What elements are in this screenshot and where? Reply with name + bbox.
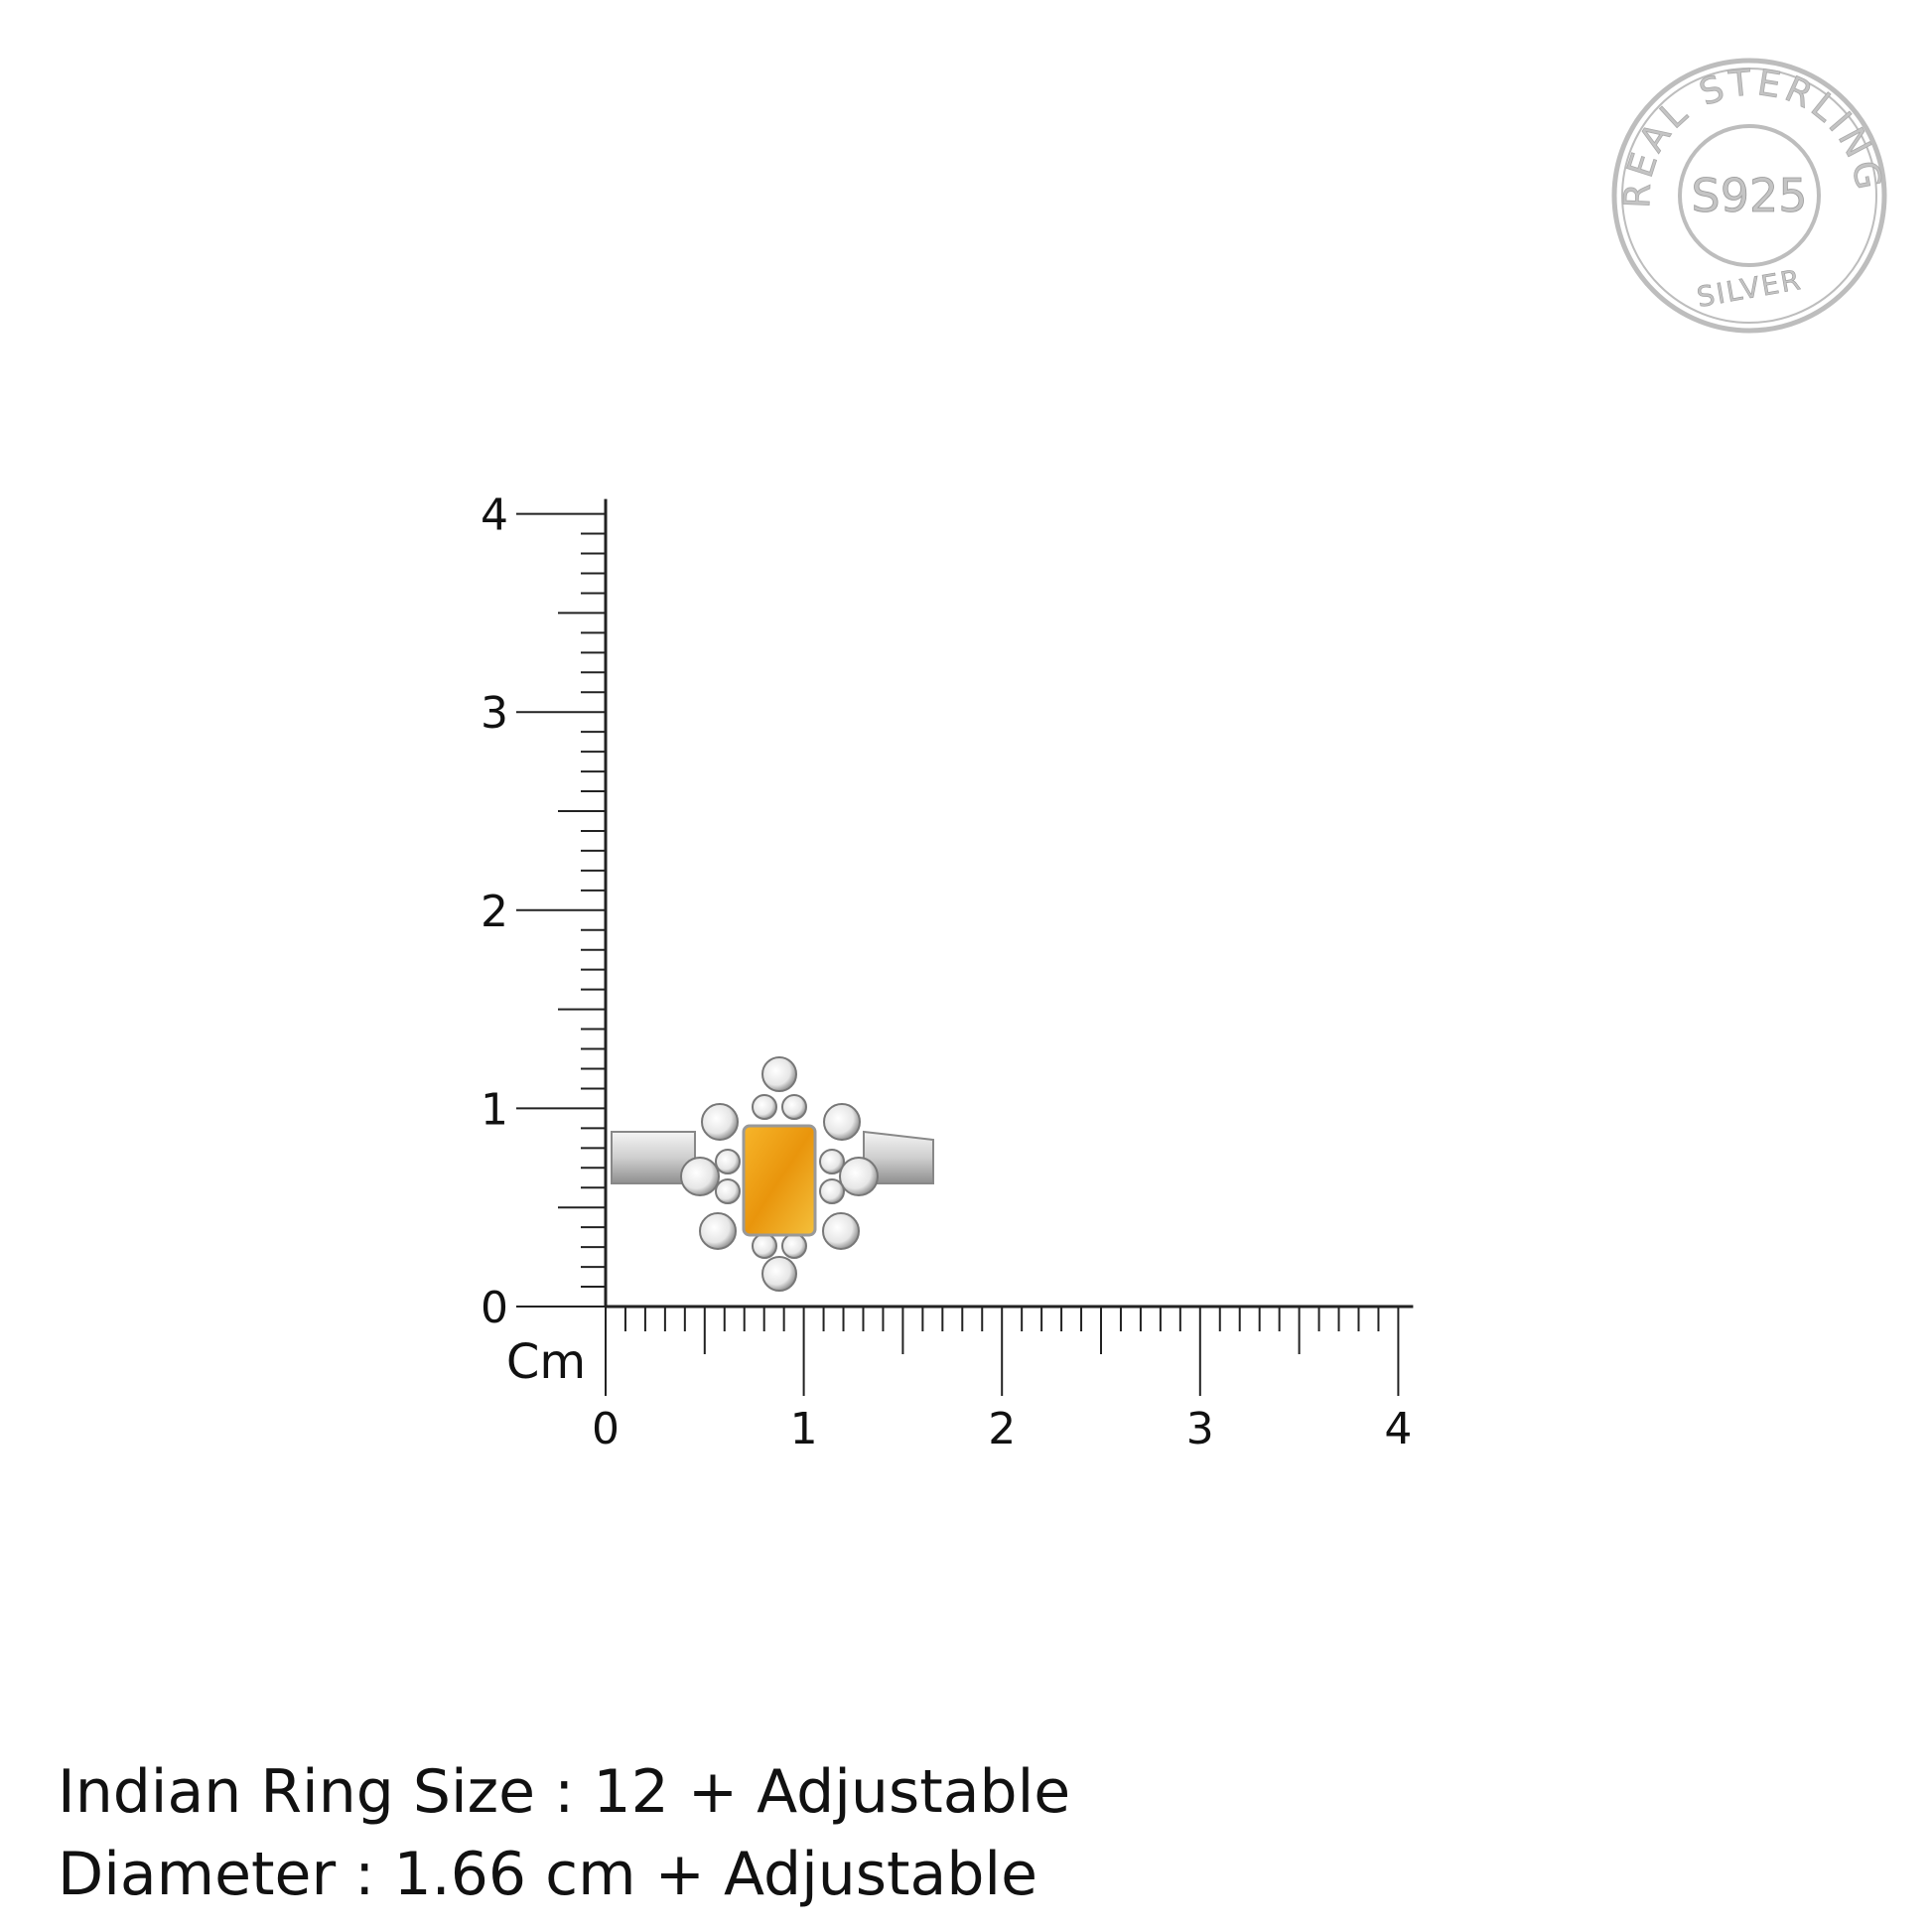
accent-stone [699, 1212, 737, 1250]
accent-stone [819, 1178, 845, 1204]
accent-stone [752, 1094, 777, 1120]
y-tick-label: 4 [481, 490, 508, 541]
accent-stone [781, 1233, 807, 1259]
accent-stone [839, 1157, 879, 1196]
center-stone [742, 1124, 817, 1237]
stamp-center-text: S925 [1692, 169, 1808, 222]
ring-size-text: Indian Ring Size : 12 + Adjustable [58, 1757, 1071, 1827]
accent-stone [761, 1256, 797, 1292]
accent-stone [680, 1157, 720, 1196]
y-tick-label: 2 [481, 887, 508, 937]
accent-stone [715, 1178, 741, 1204]
accent-stone [761, 1056, 797, 1092]
x-tick-label: 1 [790, 1404, 818, 1454]
y-tick-label: 3 [481, 688, 508, 739]
accent-stone [752, 1233, 777, 1259]
y-tick-label: 1 [481, 1084, 508, 1135]
x-tick-label: 2 [988, 1404, 1016, 1454]
x-tick-label: 4 [1384, 1404, 1412, 1454]
unit-label: Cm [506, 1334, 586, 1390]
x-tick-label: 3 [1186, 1404, 1214, 1454]
accent-stone [715, 1149, 741, 1174]
ring-band [611, 1130, 934, 1184]
accent-stone [823, 1103, 861, 1141]
y-tick-label: 0 [481, 1283, 508, 1333]
accent-stone [822, 1212, 860, 1250]
accent-stone [701, 1103, 739, 1141]
x-tick-label: 0 [592, 1404, 620, 1454]
accent-stone [819, 1149, 845, 1174]
diameter-text: Diameter : 1.66 cm + Adjustable [58, 1840, 1037, 1909]
accent-stone [781, 1094, 807, 1120]
